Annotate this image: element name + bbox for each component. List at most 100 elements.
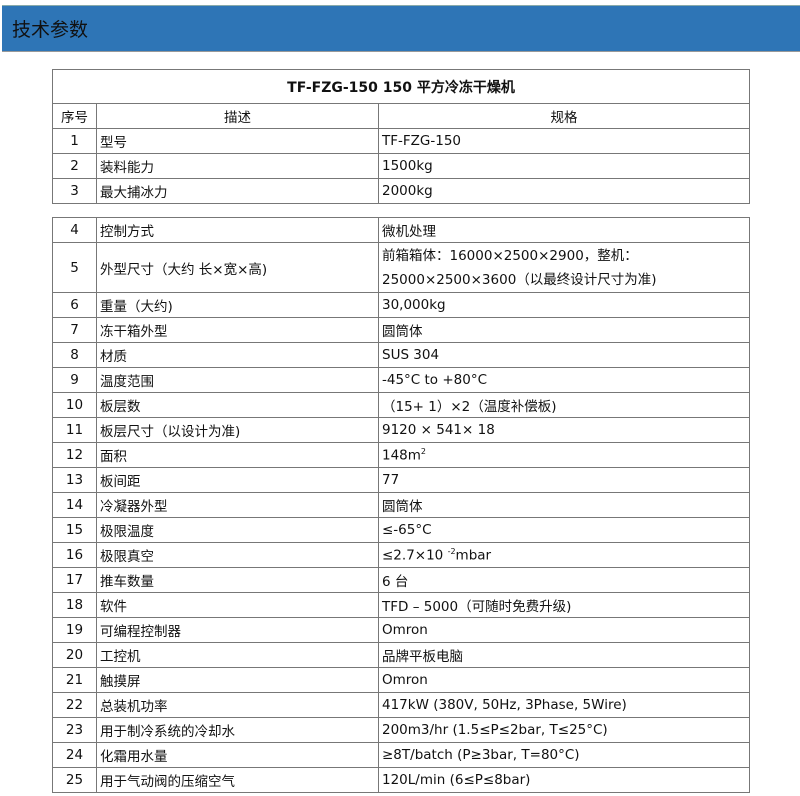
row-spec: Omron	[378, 617, 750, 643]
table-row: 7 冻干箱外型 圆筒体	[52, 317, 750, 343]
row-number: 8	[52, 342, 97, 368]
table-title-row: TF-FZG-150 150 平方冷冻干燥机	[51, 69, 751, 104]
table-row: 20 工控机 品牌平板电脑	[52, 642, 750, 668]
row-description: 总装机功率	[96, 692, 379, 718]
row-number: 13	[52, 467, 97, 493]
row-description: 极限温度	[96, 517, 379, 543]
row-spec: 品牌平板电脑	[378, 642, 750, 668]
column-header-spec: 规格	[377, 103, 751, 129]
table-row: 22 总装机功率 417kW (380V, 50Hz, 3Phase, 5Wire)	[52, 692, 750, 718]
row-description: 最大捕冰力	[96, 178, 379, 204]
row-number: 23	[52, 717, 97, 743]
row-number: 1	[52, 128, 97, 154]
spec-text: 微机处理	[382, 224, 436, 240]
spec-text: 148m	[382, 447, 421, 464]
spec-text: 77	[382, 472, 400, 488]
spec-text: 6 台	[382, 574, 409, 590]
row-spec: ≤2.7×10 -2mbar	[378, 542, 750, 568]
row-spec: 1500kg	[377, 153, 751, 179]
spec-text: ≥8T/batch (P≥3bar, T=80°C)	[382, 747, 580, 763]
row-description: 温度范围	[96, 367, 379, 393]
table-row: 15 极限温度 ≤-65°C	[52, 517, 750, 543]
spec-text: 120L/min (6≤P≤8bar)	[382, 772, 531, 788]
row-spec: 200m3/hr (1.5≤P≤2bar, T≤25°C)	[378, 717, 750, 743]
table-row: 4 控制方式 微机处理	[52, 217, 750, 243]
table-row: 18 软件 TFD – 5000（可随时免费升级)	[52, 592, 750, 618]
spec-text: 圆筒体	[382, 324, 423, 340]
spec-unit: mbar	[455, 547, 492, 564]
spec-text: （15+ 1）×2（温度补偿板)	[382, 399, 557, 415]
spec-text: 圆筒体	[382, 499, 423, 515]
spec-text: 30,000kg	[382, 297, 446, 313]
table-row: 13 板间距 77	[52, 467, 750, 493]
column-header-desc: 描述	[96, 103, 379, 129]
section-title: 技术参数	[12, 19, 89, 41]
row-description: 重量（大约)	[96, 292, 379, 318]
table-row: 11 板层尺寸（以设计为准) 9120 × 541× 18	[52, 417, 750, 443]
row-spec: （15+ 1）×2（温度补偿板)	[378, 392, 750, 418]
row-number: 6	[52, 292, 97, 318]
spec-text: -45°C to +80°C	[382, 372, 488, 388]
row-description: 冷凝器外型	[96, 492, 379, 518]
row-number: 2	[52, 153, 97, 179]
row-number: 14	[52, 492, 97, 518]
row-description: 软件	[96, 592, 379, 618]
row-number: 12	[52, 442, 97, 468]
row-spec: TF-FZG-150	[377, 128, 751, 154]
spec-text: 1500kg	[382, 158, 433, 174]
row-description: 触摸屏	[96, 667, 379, 693]
table-header-row: 序号 描述 规格	[52, 103, 751, 129]
spec-text: 9120 × 541× 18	[382, 422, 495, 438]
row-spec: 30,000kg	[378, 292, 750, 318]
row-number: 10	[52, 392, 97, 418]
row-description: 用于气动阀的压缩空气	[96, 767, 379, 793]
row-description: 面积	[96, 442, 379, 468]
table-row: 23 用于制冷系统的冷却水 200m3/hr (1.5≤P≤2bar, T≤25°C…	[52, 717, 750, 743]
row-number: 11	[52, 417, 97, 443]
row-number: 20	[52, 642, 97, 668]
table-row: 17 推车数量 6 台	[52, 567, 750, 593]
table-row: 14 冷凝器外型 圆筒体	[52, 492, 750, 518]
row-number: 25	[52, 767, 97, 793]
spec-table-top: TF-FZG-150 150 平方冷冻干燥机 序号 描述 规格 1 型号 TF-FZ…	[51, 69, 751, 204]
row-number: 17	[52, 567, 97, 593]
row-spec: 148m2	[378, 442, 750, 468]
table-row: 5 外型尺寸（大约 长×宽×高) 前箱箱体：16000×2500×2900，整机：2…	[52, 242, 750, 293]
row-description: 装料能力	[96, 153, 379, 179]
row-spec: Omron	[378, 667, 750, 693]
column-header-no: 序号	[52, 103, 97, 129]
row-description: 型号	[96, 128, 379, 154]
table-row: 9 温度范围 -45°C to +80°C	[52, 367, 750, 393]
spec-text: 品牌平板电脑	[382, 649, 463, 665]
row-description: 板层尺寸（以设计为准)	[96, 417, 379, 443]
spec-text: ≤2.7×10	[382, 547, 448, 564]
spec-text: Omron	[382, 672, 428, 688]
row-spec: 前箱箱体：16000×2500×2900，整机：25000×2500×3600（…	[378, 242, 750, 293]
table-row: 12 面积 148m2	[52, 442, 750, 468]
row-spec: 77	[378, 467, 750, 493]
row-spec: 圆筒体	[378, 492, 750, 518]
spec-table-main: 4 控制方式 微机处理 5 外型尺寸（大约 长×宽×高) 前箱箱体：16000×2500×…	[52, 217, 750, 793]
row-description: 可编程控制器	[96, 617, 379, 643]
row-spec: ≤-65°C	[378, 517, 750, 543]
spec-superscript: -2	[447, 546, 456, 556]
row-number: 24	[52, 742, 97, 768]
spec-text: ≤-65°C	[382, 522, 432, 538]
spec-text: TFD – 5000（可随时免费升级)	[382, 599, 572, 615]
spec-text: 前箱箱体：16000×2500×2900，整机：25000×2500×3600（…	[382, 247, 657, 288]
table-row: 24 化霜用水量 ≥8T/batch (P≥3bar, T=80°C)	[52, 742, 750, 768]
spec-text: TF-FZG-150	[382, 133, 461, 149]
row-number: 18	[52, 592, 97, 618]
spec-superscript: 2	[420, 446, 427, 456]
row-description: 化霜用水量	[96, 742, 379, 768]
row-spec: -45°C to +80°C	[378, 367, 750, 393]
spec-text: 200m3/hr (1.5≤P≤2bar, T≤25°C)	[382, 722, 608, 738]
row-number: 7	[52, 317, 97, 343]
row-number: 9	[52, 367, 97, 393]
table-row: 21 触摸屏 Omron	[52, 667, 750, 693]
row-spec: 圆筒体	[378, 317, 750, 343]
row-number: 15	[52, 517, 97, 543]
row-description: 材质	[96, 342, 379, 368]
table-row: 19 可编程控制器 Omron	[52, 617, 750, 643]
row-spec: ≥8T/batch (P≥3bar, T=80°C)	[378, 742, 750, 768]
